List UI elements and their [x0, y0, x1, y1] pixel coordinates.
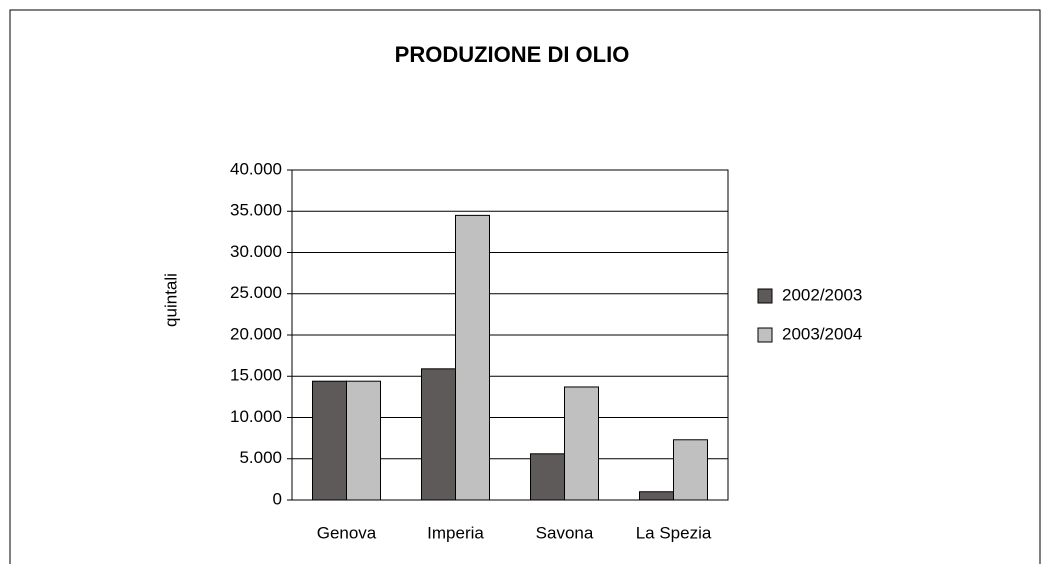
- x-tick-label: Imperia: [427, 523, 484, 542]
- bar: [346, 380, 381, 501]
- legend-label: 2002/2003: [782, 285, 862, 304]
- x-tick-label: La Spezia: [636, 523, 712, 542]
- y-axis-label: quintali: [161, 273, 180, 327]
- legend-swatch: [757, 288, 773, 304]
- legend-label: 2003/2004: [782, 324, 862, 343]
- bar: [530, 453, 565, 501]
- y-tick-label: 30.000: [230, 242, 282, 261]
- y-tick-label: 35.000: [230, 201, 282, 220]
- chart-title: PRODUZIONE DI OLIO: [395, 42, 630, 67]
- y-tick-label: 10.000: [230, 407, 282, 426]
- y-tick-label: 20.000: [230, 324, 282, 343]
- y-tick-label: 25.000: [230, 283, 282, 302]
- bar: [455, 214, 490, 501]
- y-tick-label: 0: [273, 489, 282, 508]
- bar: [421, 368, 456, 501]
- bar: [639, 491, 674, 501]
- bar: [673, 439, 708, 501]
- legend-swatch: [757, 327, 773, 343]
- x-tick-label: Savona: [536, 523, 594, 542]
- chart-frame: [9, 9, 1041, 564]
- bar: [312, 380, 347, 501]
- x-tick-label: Genova: [317, 523, 377, 542]
- y-tick-label: 5.000: [239, 448, 282, 467]
- y-tick-label: 40.000: [230, 159, 282, 178]
- bar: [564, 386, 599, 501]
- y-tick-label: 15.000: [230, 366, 282, 385]
